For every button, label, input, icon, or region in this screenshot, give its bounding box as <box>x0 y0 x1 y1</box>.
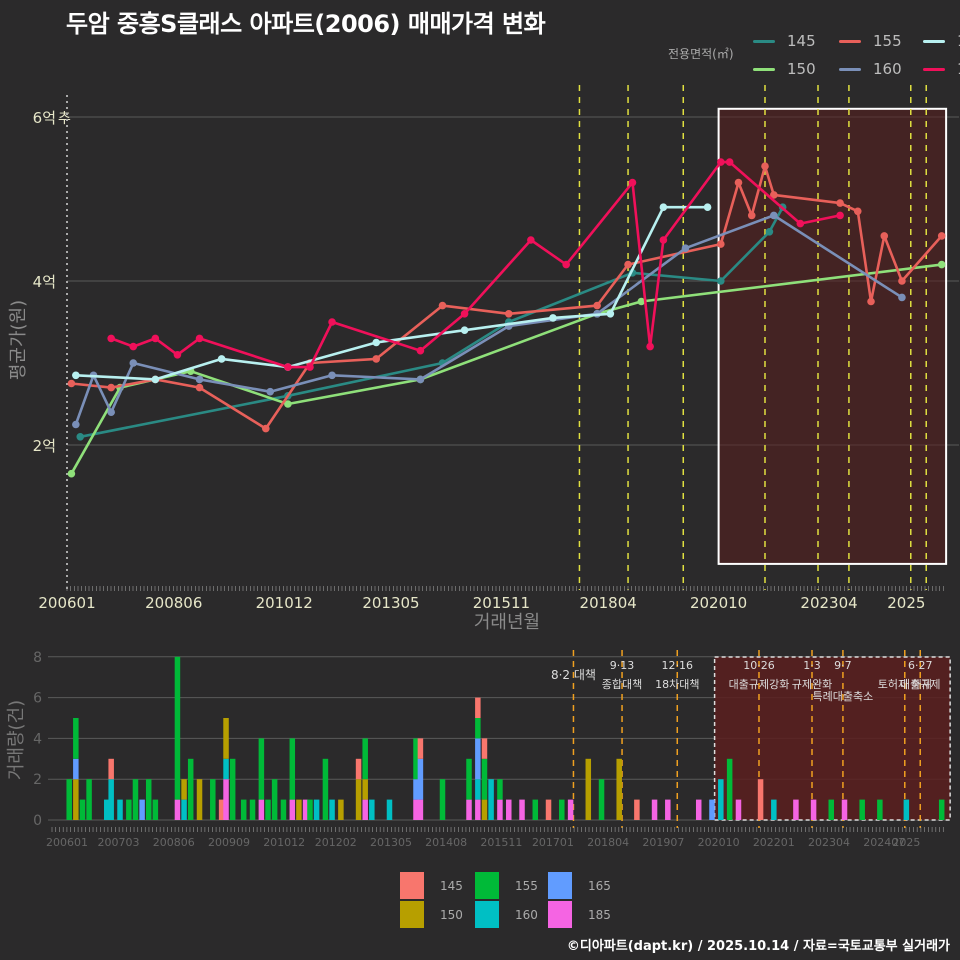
svg-text:4억: 4억 <box>33 273 56 291</box>
svg-text:202010: 202010 <box>698 836 740 849</box>
legend-title: 전용면적(㎡) <box>668 47 734 61</box>
svg-text:200806: 200806 <box>153 836 195 849</box>
svg-text:201804: 201804 <box>580 594 637 612</box>
svg-text:2억: 2억 <box>33 437 56 455</box>
svg-text:거래년월: 거래년월 <box>474 612 540 633</box>
svg-text:8: 8 <box>33 650 42 666</box>
svg-text:201012: 201012 <box>263 836 305 849</box>
volume-legend-185: 185 <box>548 901 611 928</box>
svg-text:201202: 201202 <box>315 836 357 849</box>
svg-text:200601: 200601 <box>38 594 95 612</box>
svg-text:특례대출축소: 특례대출축소 <box>813 690 874 703</box>
svg-text:9·13: 9·13 <box>610 659 635 672</box>
svg-text:201305: 201305 <box>370 836 412 849</box>
svg-text:규제완화: 규제완화 <box>792 678 832 691</box>
svg-text:토허제 해제: 토허제 해제 <box>878 677 932 691</box>
volume-legend-160: 160 <box>475 901 538 928</box>
svg-text:6·27: 6·27 <box>908 659 933 672</box>
svg-text:202304: 202304 <box>808 836 850 849</box>
volume-legend-145: 145 <box>400 872 463 899</box>
svg-text:평균가(원): 평균가(원) <box>8 300 29 380</box>
legend-item-160: 160 <box>839 60 902 78</box>
svg-text:201012: 201012 <box>256 594 313 612</box>
svg-text:추: 추 <box>58 111 71 127</box>
svg-text:202407: 202407 <box>863 836 905 849</box>
svg-text:202010: 202010 <box>690 594 747 612</box>
svg-text:18차대책: 18차대책 <box>655 678 699 691</box>
svg-text:2025: 2025 <box>887 594 925 612</box>
svg-text:200806: 200806 <box>145 594 202 612</box>
svg-text:201804: 201804 <box>587 836 629 849</box>
svg-text:2: 2 <box>33 772 42 788</box>
svg-text:6: 6 <box>33 691 42 707</box>
svg-text:1·3: 1·3 <box>803 659 821 672</box>
svg-text:201511: 201511 <box>473 594 530 612</box>
svg-text:202201: 202201 <box>753 836 795 849</box>
svg-text:201511: 201511 <box>480 836 522 849</box>
svg-text:201907: 201907 <box>642 836 684 849</box>
svg-text:10·26: 10·26 <box>743 659 775 672</box>
volume-legend-150: 150 <box>400 901 463 928</box>
svg-text:8·2 대책: 8·2 대책 <box>551 667 596 682</box>
svg-text:6억: 6억 <box>33 109 56 127</box>
legend-area: 전용면적(㎡) 145 155 165 150 160 185 <box>665 30 960 86</box>
svg-text:대출규제강화: 대출규제강화 <box>729 678 790 691</box>
svg-text:9·7: 9·7 <box>834 659 852 672</box>
svg-text:201305: 201305 <box>362 594 419 612</box>
svg-text:4: 4 <box>33 731 42 747</box>
legend-item-145: 145 <box>753 32 816 50</box>
legend-item-155: 155 <box>839 32 902 50</box>
legend-item-185: 185 <box>923 60 960 78</box>
svg-text:200909: 200909 <box>208 836 250 849</box>
svg-text:2025: 2025 <box>892 836 920 849</box>
svg-text:201701: 201701 <box>532 836 574 849</box>
svg-text:200601: 200601 <box>46 836 88 849</box>
legend-item-150: 150 <box>753 60 816 78</box>
svg-text:12·16: 12·16 <box>662 659 694 672</box>
volume-legend: 145 155 165 150 160 185 <box>400 872 630 932</box>
legend-item-165: 165 <box>923 32 960 50</box>
svg-text:대출규제: 대출규제 <box>900 678 940 691</box>
volume-legend-165: 165 <box>548 872 611 899</box>
svg-text:200703: 200703 <box>98 836 140 849</box>
volume-legend-155: 155 <box>475 872 538 899</box>
svg-text:거래량(건): 거래량(건) <box>6 700 27 780</box>
svg-text:종합대책: 종합대책 <box>602 678 642 691</box>
footer-credit: ©디아파트(dapt.kr) / 2025.10.14 / 자료=국토교통부 실… <box>566 939 950 954</box>
svg-text:0: 0 <box>33 813 42 829</box>
svg-text:202304: 202304 <box>800 594 857 612</box>
svg-text:201408: 201408 <box>425 836 467 849</box>
chart-title: 두암 중흥S클래스 아파트(2006) 매매가격 변화 <box>66 10 546 38</box>
